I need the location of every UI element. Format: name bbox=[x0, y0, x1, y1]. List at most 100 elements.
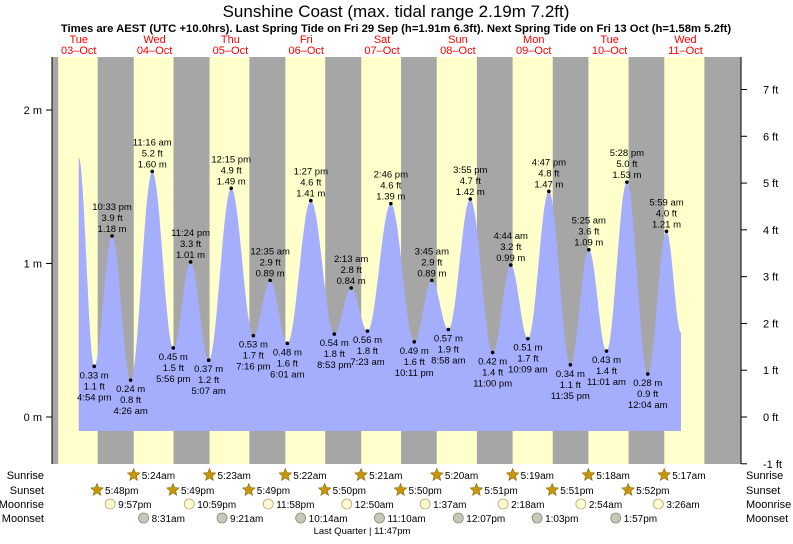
tide-point bbox=[171, 346, 176, 350]
sunset-time: 5:50pm bbox=[333, 486, 366, 497]
tide-point bbox=[349, 286, 353, 290]
moonrise-time: 2:54am bbox=[589, 500, 622, 511]
tide-text: 2:13 am bbox=[334, 254, 368, 265]
sun-icon bbox=[317, 482, 332, 496]
sun-icon bbox=[545, 482, 560, 496]
tide-area bbox=[78, 157, 681, 431]
tide-text: 1.2 ft bbox=[198, 375, 219, 386]
tide-text: 5:07 am bbox=[191, 386, 225, 397]
row-label-left: Moonset bbox=[2, 513, 44, 525]
moonset-icon bbox=[610, 512, 622, 524]
tide-text: 12:04 am bbox=[628, 400, 668, 411]
row-label-right: Moonrise bbox=[746, 499, 791, 511]
moonrise-event: 3:26am bbox=[652, 498, 700, 511]
sun-icon bbox=[241, 482, 256, 496]
low-tide-label: 0.37 m1.2 ft5:07 am bbox=[191, 358, 226, 397]
tide-point bbox=[526, 336, 530, 341]
moonrise-icon bbox=[652, 498, 664, 510]
sunrise-event: 5:19am bbox=[505, 467, 554, 482]
low-tide-label: 0.57 m1.9 ft8:58 am bbox=[431, 327, 466, 367]
day-date: 10–Oct bbox=[592, 45, 627, 57]
sunset-time: 5:51pm bbox=[560, 486, 593, 497]
moonset-icon bbox=[138, 512, 149, 524]
high-tide-label: 2:46 pm4.6 ft1.39 m bbox=[374, 170, 408, 206]
moonrise-time: 9:57pm bbox=[118, 500, 151, 511]
tide-text: 4.0 ft bbox=[656, 208, 677, 219]
tide-text: 0.48 m bbox=[273, 347, 302, 358]
moonset-event: 8:31am bbox=[138, 512, 185, 525]
right-tick-label: 5 ft bbox=[763, 178, 778, 190]
sunrise-time: 5:21am bbox=[369, 471, 402, 482]
left-tick-label: 2 m bbox=[24, 105, 42, 117]
moonrise-time: 2:18am bbox=[511, 500, 544, 511]
tide-text: 1.60 m bbox=[138, 159, 167, 170]
row-label-right: Sunset bbox=[746, 485, 780, 497]
sunset-event: 5:49pm bbox=[166, 482, 214, 497]
tide-text: 3:45 am bbox=[415, 246, 449, 257]
moonset-event: 11:10am bbox=[374, 512, 426, 525]
sunset-event: 5:48pm bbox=[90, 482, 138, 497]
day-date: 04–Oct bbox=[137, 45, 172, 57]
sun-icon bbox=[278, 467, 293, 481]
tide-text: 0.89 m bbox=[256, 268, 285, 279]
sunrise-event: 5:17am bbox=[657, 467, 706, 482]
sun-icon bbox=[126, 467, 141, 481]
tide-text: 11:00 pm bbox=[473, 379, 512, 390]
sunrise-event: 5:18am bbox=[581, 467, 630, 482]
day-name: Sat bbox=[374, 34, 391, 46]
day-name: Mon bbox=[523, 34, 544, 46]
sunset-time: 5:49pm bbox=[257, 486, 290, 497]
tide-point bbox=[92, 364, 97, 369]
right-tick-label: -1 ft bbox=[763, 459, 782, 471]
tide-point bbox=[128, 378, 133, 382]
sunset-event: 5:49pm bbox=[241, 482, 290, 497]
tide-text: 5.0 ft bbox=[616, 159, 637, 170]
sun-icon bbox=[393, 482, 408, 496]
day-date: 08–Oct bbox=[440, 45, 475, 57]
moonrise-time: 10:59pm bbox=[197, 500, 236, 511]
tide-text: 0.33 m bbox=[80, 370, 109, 381]
tide-point bbox=[468, 197, 473, 201]
sunrise-event: 5:22am bbox=[278, 467, 327, 482]
tide-text: 2:46 pm bbox=[374, 170, 408, 181]
day-name: Thu bbox=[221, 34, 240, 46]
day-name: Wed bbox=[674, 34, 696, 46]
tide-text: 1.47 m bbox=[534, 179, 563, 190]
chart-title: Sunshine Coast (max. tidal range 2.19m 7… bbox=[223, 2, 570, 21]
moonrise-icon bbox=[262, 498, 274, 510]
moonrise-time: 3:26am bbox=[666, 500, 699, 511]
tide-text: 3.6 ft bbox=[578, 227, 599, 238]
high-tide-label: 5:28 pm5.0 ft1.53 m bbox=[610, 148, 644, 184]
tide-text: 1.18 m bbox=[98, 224, 127, 235]
sunset-event: 5:50pm bbox=[393, 482, 442, 497]
moonset-time: 1:03pm bbox=[545, 514, 578, 525]
high-tide-label: 3:55 pm4.7 ft1.42 m bbox=[453, 165, 488, 201]
sunset-time: 5:49pm bbox=[181, 486, 214, 497]
sunrise-event: 5:24am bbox=[126, 467, 175, 482]
tide-text: 3.9 ft bbox=[101, 213, 122, 224]
tide-text: 3:55 pm bbox=[453, 165, 487, 176]
moonrise-event: 9:57pm bbox=[104, 498, 152, 511]
sunset-time: 5:52pm bbox=[636, 486, 669, 497]
tide-point bbox=[229, 186, 233, 191]
tide-text: 12:35 am bbox=[250, 246, 290, 257]
tide-text: 0.49 m bbox=[400, 346, 429, 357]
tide-point bbox=[251, 333, 256, 338]
tide-text: 5:56 pm bbox=[156, 374, 190, 385]
moonrise-icon bbox=[497, 498, 509, 510]
sunset-time: 5:48pm bbox=[105, 486, 138, 497]
day-date: 03–Oct bbox=[61, 45, 96, 57]
tide-text: 0.84 m bbox=[337, 276, 366, 287]
tide-point bbox=[110, 234, 114, 238]
row-label-left: Moonrise bbox=[0, 499, 44, 511]
sunrise-time: 5:19am bbox=[521, 471, 554, 482]
high-tide-label: 4:47 pm4.8 ft1.47 m bbox=[532, 157, 566, 194]
sunset-time: 5:50pm bbox=[409, 486, 442, 497]
